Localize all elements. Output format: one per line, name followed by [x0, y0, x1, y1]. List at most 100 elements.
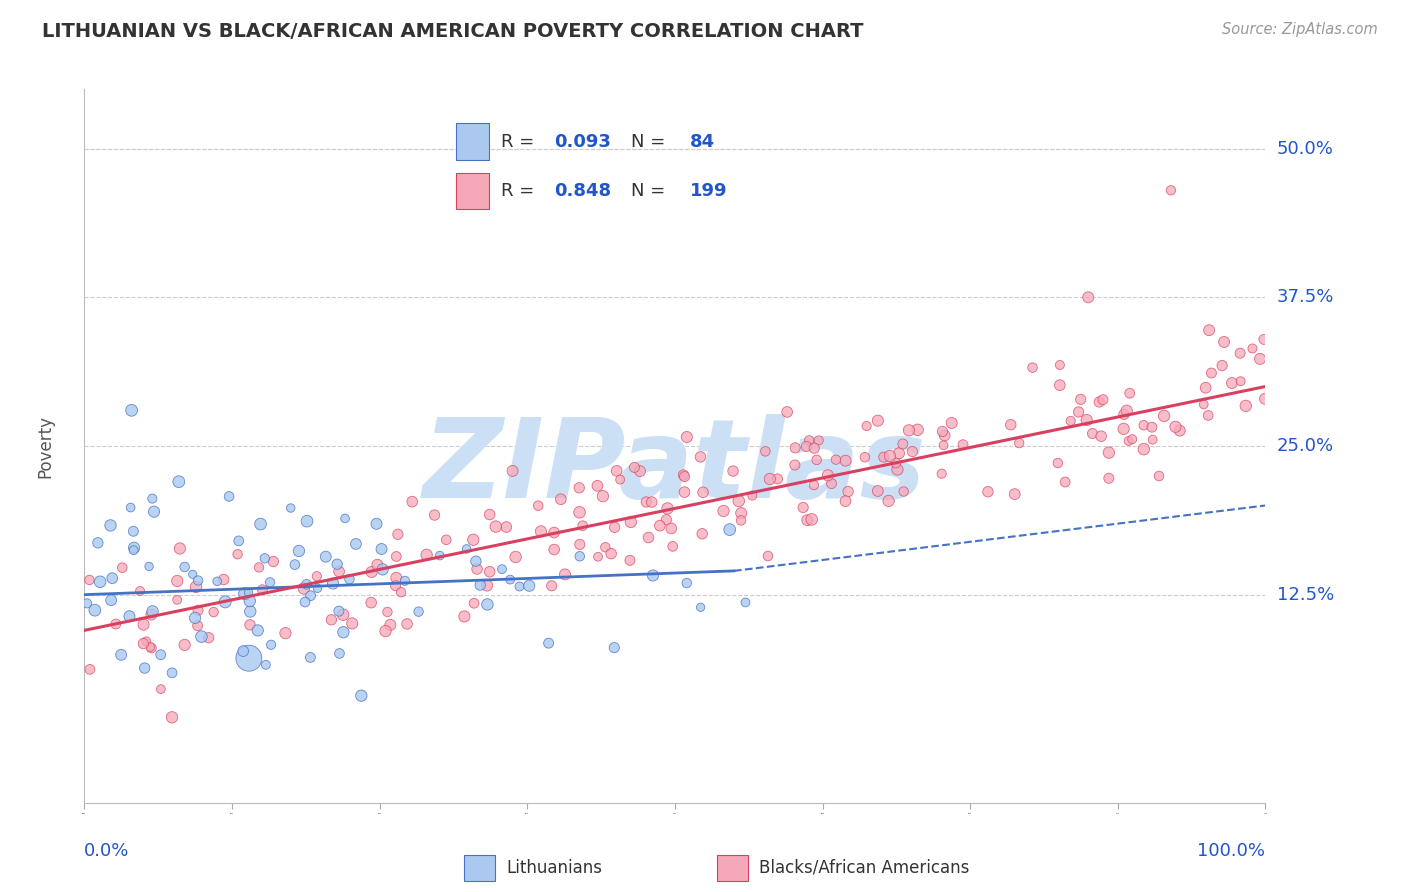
Point [1076, 413, 1098, 427]
Point [675, 576, 697, 591]
Point [141, 641, 163, 656]
Point [104, 617, 127, 632]
Point [138, 559, 160, 574]
Point [1229, 374, 1251, 388]
Point [129, 584, 152, 599]
Point [110, 648, 132, 662]
Point [1098, 471, 1121, 485]
Point [239, 618, 262, 632]
Point [1153, 409, 1175, 423]
Point [866, 414, 889, 428]
Point [214, 595, 236, 609]
Point [1133, 442, 1156, 457]
Point [505, 549, 527, 564]
Point [730, 513, 752, 527]
Point [396, 617, 419, 632]
Point [568, 505, 591, 519]
Point [299, 589, 322, 603]
Point [1081, 426, 1104, 441]
Point [228, 533, 250, 548]
Point [280, 501, 302, 516]
Point [218, 490, 240, 504]
Point [776, 405, 799, 419]
Point [855, 419, 877, 434]
Point [600, 547, 623, 561]
Point [1140, 420, 1163, 434]
Point [628, 464, 651, 478]
Point [1046, 456, 1069, 470]
Point [79, 662, 101, 676]
Point [495, 520, 517, 534]
Text: R =: R = [501, 133, 540, 151]
Point [803, 478, 825, 492]
Point [464, 554, 486, 568]
Point [187, 574, 209, 588]
Point [149, 682, 172, 697]
Point [79, 573, 101, 587]
Point [122, 524, 145, 539]
Point [1160, 183, 1182, 197]
Point [586, 549, 609, 564]
Point [727, 494, 749, 508]
Point [603, 640, 626, 655]
Point [122, 543, 145, 558]
Point [111, 560, 134, 574]
Point [262, 555, 284, 569]
Point [360, 596, 382, 610]
Point [100, 518, 122, 533]
Point [508, 579, 530, 593]
Point [1008, 436, 1031, 450]
Point [299, 650, 322, 665]
Point [834, 494, 856, 508]
Point [292, 582, 315, 596]
Point [252, 582, 274, 597]
Point [879, 449, 901, 463]
Point [901, 444, 924, 458]
Point [463, 533, 485, 547]
Point [453, 609, 475, 624]
Point [837, 484, 859, 499]
Point [689, 600, 711, 615]
Point [1091, 392, 1114, 407]
Point [307, 581, 329, 595]
Point [377, 605, 399, 619]
Point [485, 519, 508, 533]
Point [100, 593, 122, 607]
Point [603, 520, 626, 534]
Point [1121, 432, 1143, 446]
Point [641, 568, 664, 582]
Point [527, 499, 550, 513]
Point [1119, 386, 1142, 401]
Point [713, 504, 735, 518]
Point [1000, 417, 1022, 432]
Point [366, 516, 388, 531]
Point [232, 644, 254, 658]
Point [977, 484, 1000, 499]
Point [1118, 434, 1140, 448]
Point [202, 605, 225, 619]
Point [143, 505, 166, 519]
Point [1147, 469, 1170, 483]
Point [101, 571, 124, 585]
Point [1132, 418, 1154, 433]
Point [328, 647, 350, 661]
Point [132, 636, 155, 650]
Point [1049, 358, 1071, 372]
Point [877, 494, 900, 508]
Point [1090, 429, 1112, 443]
Point [233, 587, 256, 601]
Point [342, 616, 364, 631]
Point [1168, 424, 1191, 438]
Point [332, 607, 354, 622]
Point [166, 574, 188, 588]
Point [197, 631, 219, 645]
Point [389, 585, 412, 599]
Point [1142, 433, 1164, 447]
Point [1004, 487, 1026, 501]
Point [294, 595, 316, 609]
Point [328, 604, 350, 618]
Point [328, 565, 350, 579]
Point [371, 562, 394, 576]
Point [423, 508, 446, 522]
Point [238, 585, 260, 599]
